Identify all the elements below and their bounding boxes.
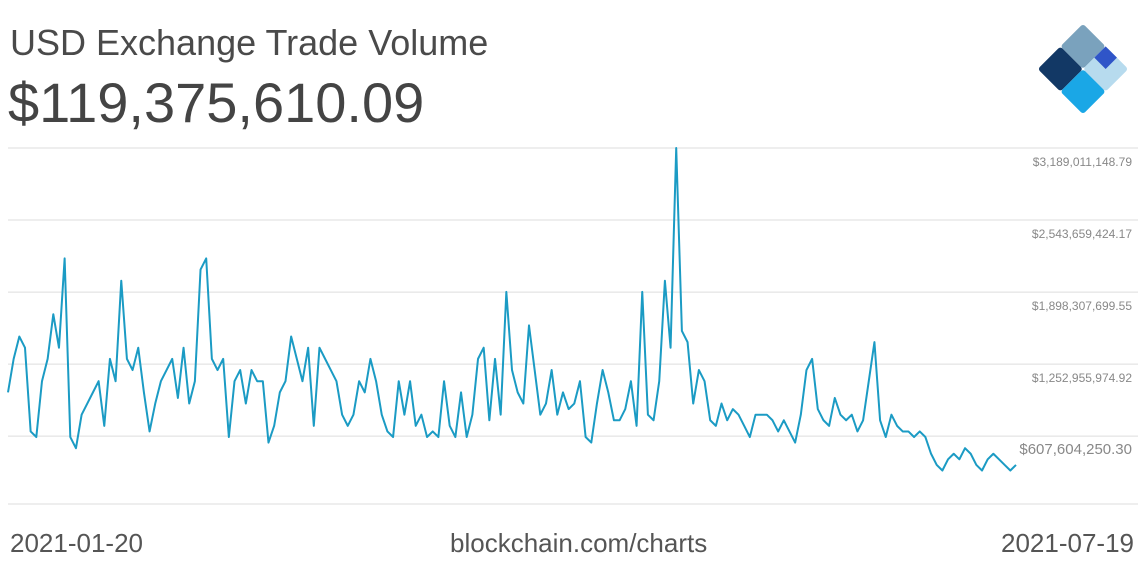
x-axis-start-date: 2021-01-20 <box>10 528 143 558</box>
y-tick-label-1: $1,252,955,974.92 <box>1032 371 1132 385</box>
y-tick-label-3: $2,543,659,424.17 <box>1032 227 1132 241</box>
x-axis-end-date: 2021-07-19 <box>1001 528 1134 558</box>
y-tick-label-2: $1,898,307,699.55 <box>1032 299 1132 313</box>
source-label: blockchain.com/charts <box>450 528 708 558</box>
logo-gray-square <box>1061 24 1105 68</box>
chart-title: USD Exchange Trade Volume <box>10 22 489 63</box>
blockchain-logo-icon <box>1038 24 1128 114</box>
logo-cyan-square <box>1061 70 1105 114</box>
logo-dark-square <box>1038 47 1082 91</box>
current-value: $119,375,610.09 <box>8 71 425 134</box>
y-axis-ticks: $607,604,250.30 $1,252,955,974.92 $1,898,3… <box>1019 155 1132 458</box>
series-line <box>7 147 1017 472</box>
y-tick-label-4: $3,189,011,148.79 <box>1033 155 1133 169</box>
y-tick-label-0: $607,604,250.30 <box>1019 441 1132 458</box>
